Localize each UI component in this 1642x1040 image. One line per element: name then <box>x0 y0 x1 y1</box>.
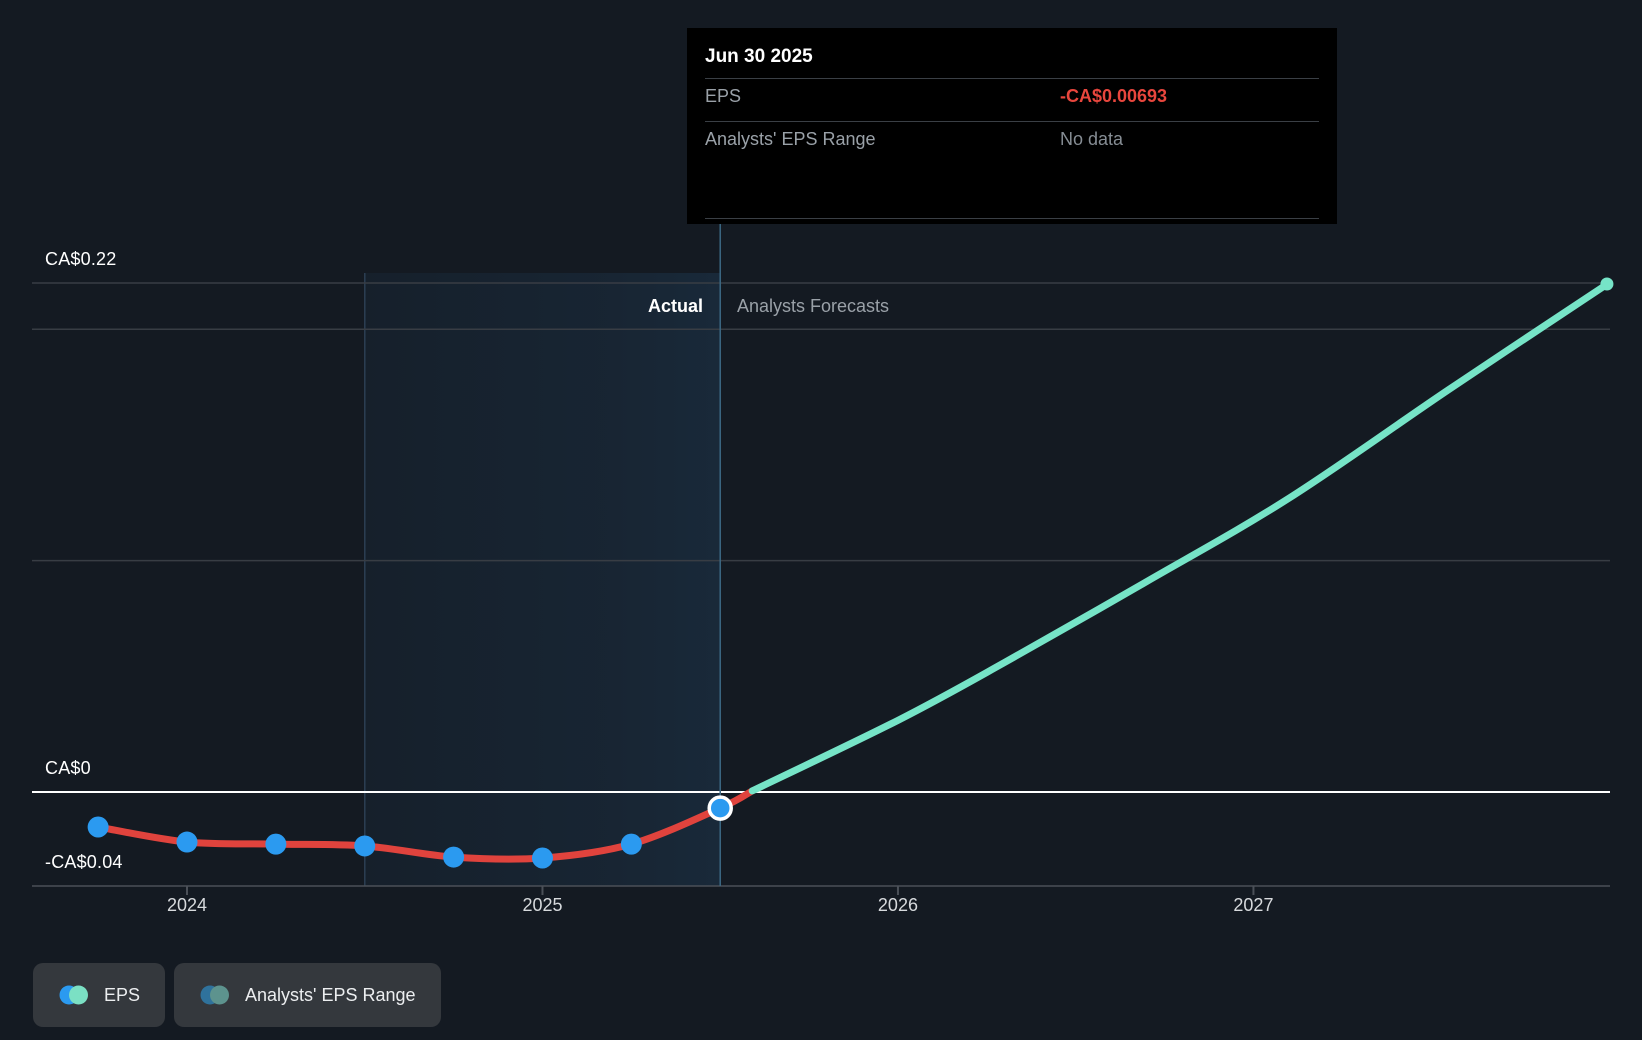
hovered-data-point[interactable] <box>707 795 733 821</box>
forecast-line <box>748 279 1613 795</box>
x-axis-label: 2025 <box>522 895 563 915</box>
tooltip-divider <box>705 121 1319 122</box>
tooltip-range-label: Analysts' EPS Range <box>705 128 876 149</box>
forecast-endpoint-marker <box>1600 277 1614 291</box>
eps-range-series-icon <box>200 985 230 1005</box>
tooltip-row-eps: EPS -CA$0.00693 <box>705 79 1319 113</box>
actual-region-label: Actual <box>647 296 703 316</box>
tooltip-divider <box>705 218 1319 219</box>
data-point[interactable] <box>87 816 109 838</box>
tooltip-eps-value: -CA$0.00693 <box>1060 85 1168 106</box>
legend-eps-range-label: Analysts' EPS Range <box>245 984 416 1005</box>
forecast-region-label: Analysts Forecasts <box>737 296 890 316</box>
tooltip-date: Jun 30 2025 <box>705 46 813 67</box>
legend-eps-label: EPS <box>104 984 141 1005</box>
eps-series-icon <box>59 985 88 1005</box>
data-point[interactable] <box>354 835 376 857</box>
tooltip-range-value: No data <box>1060 128 1124 149</box>
data-point[interactable] <box>443 846 465 868</box>
data-point[interactable] <box>265 833 287 855</box>
data-point[interactable] <box>531 847 553 869</box>
legend-toggle-eps[interactable]: EPS <box>33 963 166 1027</box>
tooltip-row-range: Analysts' EPS Range No data <box>705 122 1319 156</box>
hover-tooltip: Jun 30 2025 EPS -CA$0.00693 Analysts' EP… <box>687 28 1337 224</box>
x-axis-label: 2027 <box>1233 895 1274 915</box>
actual-period-band <box>364 273 721 886</box>
y-axis-label: CA$0.22 <box>45 249 117 269</box>
data-point[interactable] <box>176 831 198 853</box>
x-axis-label: 2026 <box>877 895 918 915</box>
y-axis-label: CA$0 <box>45 758 91 779</box>
y-axis-label: -CA$0.04 <box>45 852 123 872</box>
tooltip-divider <box>705 78 1319 79</box>
legend-toggle-eps-range[interactable]: Analysts' EPS Range <box>174 963 441 1027</box>
tooltip-eps-label: EPS <box>705 85 742 106</box>
x-axis-label: 2024 <box>166 895 207 915</box>
data-point[interactable] <box>620 833 642 855</box>
chart-legend: EPS Analysts' EPS Range <box>33 963 441 1027</box>
